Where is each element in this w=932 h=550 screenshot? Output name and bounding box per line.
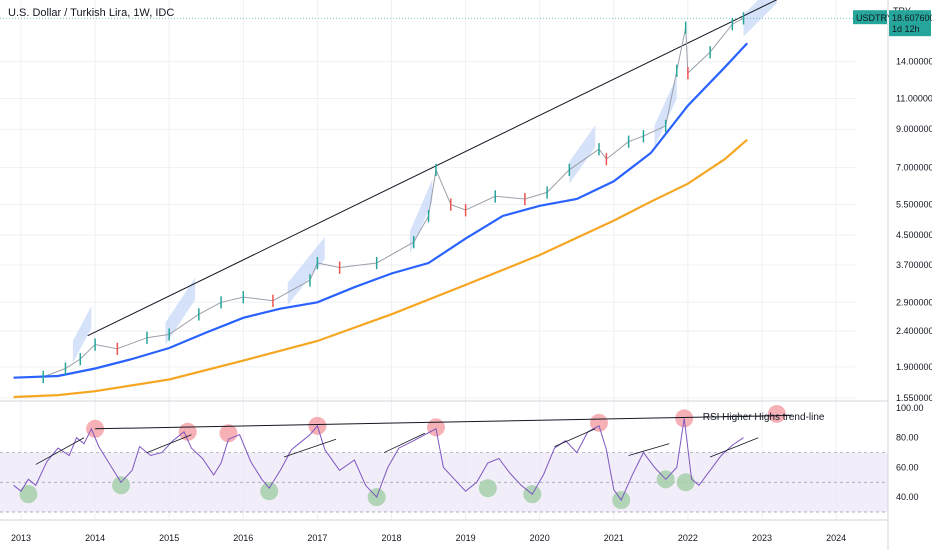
price-trendline bbox=[87, 0, 778, 337]
rsi-marker bbox=[260, 482, 279, 501]
y-tick-label: 9.000000 bbox=[896, 124, 932, 134]
x-tick-label: 2018 bbox=[381, 533, 401, 543]
y-tick-label: 2.900000 bbox=[896, 297, 932, 307]
rsi-marker bbox=[19, 485, 38, 504]
badge-symbol: USDTRY bbox=[856, 13, 893, 23]
badge-countdown: 1d 12h bbox=[892, 24, 920, 34]
y-tick-label: 5.500000 bbox=[896, 199, 932, 209]
ma-fast-line bbox=[13, 42, 749, 379]
y-tick-label: 1.900000 bbox=[896, 362, 932, 372]
price-series bbox=[0, 12, 888, 399]
last-price-badge: USDTRY 18.607600 1d 12h bbox=[853, 10, 932, 37]
rsi-marker bbox=[426, 418, 445, 437]
rsi-tick-label: 80.00 bbox=[896, 433, 919, 443]
channel-band bbox=[654, 76, 677, 148]
rsi-tick-label: 40.00 bbox=[896, 492, 919, 502]
channel-band bbox=[72, 306, 92, 363]
x-tick-label: 2020 bbox=[530, 533, 550, 543]
y-tick-label: 11.000000 bbox=[896, 94, 932, 104]
badge-symbol-bg bbox=[853, 10, 887, 25]
rsi-marker bbox=[589, 413, 608, 432]
x-tick-label: 2013 bbox=[11, 533, 31, 543]
x-tick-label: 2021 bbox=[604, 533, 624, 543]
rsi-tick-label: 60.00 bbox=[896, 462, 919, 472]
x-tick-label: 2016 bbox=[233, 533, 253, 543]
rsi-marker bbox=[478, 479, 497, 498]
x-tick-label: 2014 bbox=[85, 533, 105, 543]
rsi-marker bbox=[178, 422, 197, 441]
ma-slow-line bbox=[13, 138, 748, 399]
x-tick-label: 2017 bbox=[307, 533, 327, 543]
y-tick-label: 2.400000 bbox=[896, 326, 932, 336]
badge-price-bg bbox=[889, 10, 931, 37]
rsi-arrow bbox=[709, 437, 759, 458]
channel-band bbox=[410, 179, 433, 254]
y-tick-label: 7.000000 bbox=[896, 163, 932, 173]
y-tick-label: 4.500000 bbox=[896, 230, 932, 240]
channel-band bbox=[569, 125, 596, 184]
y-tick-label: 3.700000 bbox=[896, 260, 932, 270]
price-line bbox=[13, 17, 744, 379]
x-tick-label: 2022 bbox=[678, 533, 698, 543]
rsi-panel bbox=[0, 404, 888, 513]
rsi-tick-label: 100.00 bbox=[896, 403, 924, 413]
badge-price: 18.607600 bbox=[892, 13, 932, 23]
rsi-arrow bbox=[383, 432, 426, 453]
rsi-annotation: RSI Higher Highs trend-line bbox=[703, 412, 825, 423]
rsi-arrow bbox=[283, 438, 337, 458]
x-tick-label: 2023 bbox=[752, 533, 772, 543]
channel-band bbox=[743, 0, 777, 37]
rsi-arrow bbox=[146, 434, 192, 453]
rsi-marker bbox=[112, 476, 131, 495]
y-tick-label: 1.550000 bbox=[896, 393, 932, 403]
y-tick-label: 14.000000 bbox=[896, 57, 932, 67]
x-tick-label: 2019 bbox=[456, 533, 476, 543]
x-tick-label: 2024 bbox=[826, 533, 846, 543]
rsi-line bbox=[13, 418, 744, 502]
channel-band bbox=[165, 277, 196, 345]
rsi-arrow bbox=[554, 428, 596, 447]
rsi-marker bbox=[676, 473, 695, 492]
chart-title: U.S. Dollar / Turkish Lira, 1W, IDC bbox=[8, 7, 175, 19]
rsi-marker bbox=[767, 404, 786, 423]
grid-lines bbox=[0, 0, 855, 520]
rsi-arrow bbox=[35, 437, 85, 465]
x-tick-label: 2015 bbox=[159, 533, 179, 543]
rsi-arrow bbox=[628, 443, 670, 456]
rsi-trendline bbox=[95, 414, 792, 430]
